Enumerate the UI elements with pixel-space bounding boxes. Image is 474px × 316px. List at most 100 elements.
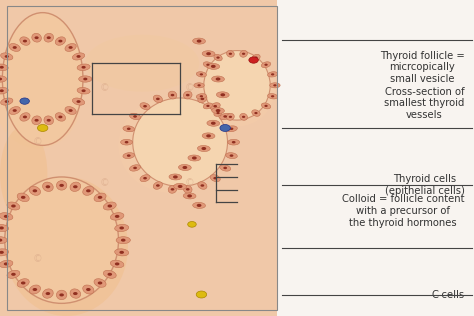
- Circle shape: [133, 115, 137, 118]
- Circle shape: [182, 166, 187, 169]
- Ellipse shape: [17, 193, 29, 202]
- Circle shape: [223, 115, 227, 118]
- Circle shape: [133, 167, 137, 169]
- Ellipse shape: [0, 237, 7, 244]
- Circle shape: [173, 175, 178, 179]
- Circle shape: [86, 288, 91, 291]
- Ellipse shape: [110, 213, 124, 220]
- Text: C-cells: C-cells: [431, 289, 465, 300]
- Circle shape: [5, 55, 9, 58]
- Ellipse shape: [140, 175, 150, 182]
- Ellipse shape: [5, 177, 128, 316]
- Bar: [7, 6, 277, 310]
- Circle shape: [232, 141, 236, 143]
- Ellipse shape: [219, 165, 231, 171]
- Circle shape: [264, 64, 268, 66]
- Ellipse shape: [73, 53, 85, 60]
- Ellipse shape: [70, 182, 81, 191]
- Circle shape: [0, 78, 2, 80]
- Circle shape: [200, 95, 203, 97]
- Ellipse shape: [226, 126, 237, 132]
- Ellipse shape: [115, 224, 129, 232]
- Ellipse shape: [29, 186, 40, 195]
- Ellipse shape: [207, 120, 219, 126]
- Circle shape: [0, 239, 2, 242]
- Circle shape: [271, 95, 274, 97]
- Circle shape: [200, 73, 203, 76]
- Circle shape: [73, 185, 78, 188]
- Ellipse shape: [73, 98, 85, 105]
- Circle shape: [216, 112, 220, 114]
- Ellipse shape: [2, 13, 83, 145]
- Circle shape: [156, 98, 160, 100]
- Ellipse shape: [210, 103, 220, 110]
- Circle shape: [254, 57, 258, 59]
- Ellipse shape: [115, 249, 129, 256]
- Ellipse shape: [0, 126, 47, 221]
- Text: Thyroid cells
(epithelial cells): Thyroid cells (epithelial cells): [384, 174, 465, 196]
- Circle shape: [229, 53, 232, 55]
- Ellipse shape: [183, 193, 196, 199]
- Ellipse shape: [43, 289, 53, 298]
- Ellipse shape: [267, 72, 278, 77]
- Ellipse shape: [198, 95, 207, 103]
- Circle shape: [0, 227, 4, 229]
- Text: ©: ©: [185, 83, 194, 94]
- Text: ©: ©: [185, 178, 194, 188]
- Circle shape: [216, 109, 220, 112]
- Ellipse shape: [77, 64, 90, 70]
- Circle shape: [249, 57, 258, 63]
- Circle shape: [59, 184, 64, 187]
- Circle shape: [271, 73, 274, 76]
- Circle shape: [197, 84, 201, 87]
- Ellipse shape: [118, 98, 223, 193]
- Circle shape: [125, 141, 128, 143]
- Ellipse shape: [120, 139, 132, 145]
- Ellipse shape: [198, 145, 210, 152]
- Circle shape: [229, 116, 232, 118]
- Ellipse shape: [252, 54, 260, 61]
- Circle shape: [242, 53, 245, 55]
- Ellipse shape: [116, 237, 130, 244]
- Ellipse shape: [228, 139, 239, 145]
- Circle shape: [59, 293, 64, 296]
- Text: Cross-section of
smallest thyroid
vessels: Cross-section of smallest thyroid vessel…: [384, 87, 465, 120]
- Circle shape: [33, 189, 37, 192]
- Circle shape: [69, 109, 73, 112]
- Ellipse shape: [252, 110, 260, 116]
- Circle shape: [216, 57, 220, 59]
- Ellipse shape: [183, 185, 192, 193]
- Ellipse shape: [219, 113, 231, 120]
- Ellipse shape: [0, 76, 7, 82]
- Ellipse shape: [133, 98, 228, 186]
- Ellipse shape: [188, 155, 201, 161]
- Ellipse shape: [214, 110, 222, 116]
- Ellipse shape: [43, 182, 53, 191]
- Circle shape: [46, 119, 51, 122]
- Circle shape: [4, 262, 9, 265]
- Circle shape: [58, 116, 63, 118]
- Ellipse shape: [94, 279, 106, 287]
- Circle shape: [273, 84, 277, 87]
- Ellipse shape: [85, 35, 199, 92]
- Ellipse shape: [65, 106, 76, 114]
- Ellipse shape: [203, 62, 213, 68]
- Ellipse shape: [217, 92, 229, 98]
- Ellipse shape: [212, 107, 224, 114]
- Ellipse shape: [0, 213, 13, 220]
- Circle shape: [242, 116, 245, 118]
- Ellipse shape: [0, 64, 8, 70]
- Ellipse shape: [7, 270, 20, 278]
- Circle shape: [178, 185, 182, 188]
- Circle shape: [171, 188, 174, 191]
- Circle shape: [21, 196, 26, 199]
- Circle shape: [46, 36, 51, 39]
- Circle shape: [127, 128, 131, 130]
- Ellipse shape: [168, 185, 177, 193]
- Circle shape: [229, 154, 233, 157]
- Circle shape: [119, 227, 124, 229]
- Circle shape: [196, 291, 207, 298]
- Ellipse shape: [202, 51, 215, 57]
- Ellipse shape: [194, 83, 204, 88]
- Circle shape: [86, 189, 91, 192]
